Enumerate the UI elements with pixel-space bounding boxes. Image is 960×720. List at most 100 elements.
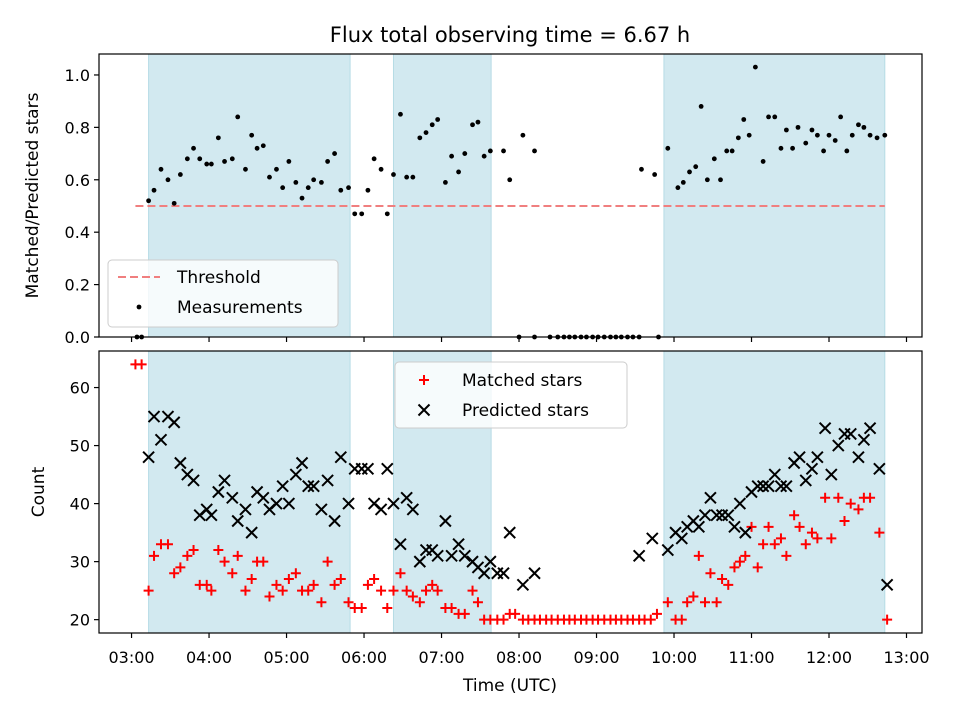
data-point: [826, 132, 832, 138]
data-point: [260, 143, 266, 149]
data-point: [639, 166, 644, 172]
data-point-predicted: [528, 567, 541, 580]
data-point: [319, 179, 324, 185]
data-point-matched: [688, 591, 699, 602]
data-point: [718, 177, 723, 183]
y-axis-label: Matched/Predicted stars: [23, 92, 43, 298]
data-point-predicted: [832, 439, 845, 452]
y-tick-label: 0.6: [65, 171, 90, 190]
data-point: [711, 156, 717, 162]
data-point: [832, 138, 838, 143]
data-point: [371, 156, 377, 162]
data-point-predicted: [187, 474, 200, 487]
data-point-predicted: [302, 479, 315, 493]
data-point-predicted: [218, 474, 231, 487]
data-point-predicted: [147, 410, 161, 423]
data-point-predicted: [799, 474, 812, 487]
data-point: [680, 179, 686, 185]
data-point: [821, 148, 826, 154]
legend-predicted-label: Predicted stars: [462, 401, 589, 421]
data-point-predicted: [880, 578, 894, 592]
data-point-matched: [188, 545, 199, 556]
data-point: [267, 174, 272, 180]
data-point: [856, 122, 861, 128]
data-point: [184, 156, 190, 162]
data-point: [398, 111, 403, 117]
data-point: [704, 177, 710, 183]
data-point-predicted: [762, 479, 775, 493]
data-point-predicted: [334, 450, 347, 464]
data-point-matched: [845, 498, 856, 509]
data-point: [346, 185, 351, 191]
data-point: [760, 159, 766, 164]
axes-frame: [98, 350, 923, 634]
data-point: [795, 124, 801, 130]
data-point-predicted: [751, 479, 764, 493]
data-point: [208, 161, 214, 167]
data-point-matched: [308, 579, 319, 590]
data-point-matched: [746, 521, 757, 532]
data-point-matched: [175, 562, 186, 573]
data-point-predicted: [825, 468, 838, 481]
data-point-predicted: [768, 468, 781, 481]
x-tick-label: 13:00: [883, 648, 929, 667]
data-point: [197, 156, 203, 162]
data-point: [867, 132, 873, 138]
data-point: [475, 119, 481, 125]
data-point: [481, 153, 487, 159]
data-point: [254, 145, 260, 151]
data-point: [849, 132, 855, 138]
data-point-predicted: [844, 427, 857, 441]
data-point-predicted: [381, 462, 394, 475]
data-point-predicted: [756, 479, 770, 493]
data-point-matched: [794, 521, 805, 532]
data-point: [204, 161, 210, 167]
data-point-predicted: [226, 491, 239, 505]
data-point-matched: [676, 614, 687, 625]
data-point: [151, 187, 157, 193]
data-point: [735, 135, 741, 141]
data-point-matched: [356, 603, 367, 614]
data-point-matched: [201, 579, 212, 590]
data-point-matched: [705, 568, 716, 579]
data-point: [844, 148, 850, 154]
data-point-predicted: [484, 555, 497, 568]
data-point: [470, 122, 475, 128]
data-point-matched: [227, 568, 238, 579]
ratio-panel: 0.0 0.2 0.4 0.6 0.8 1.0 Matched/Predicted star…: [23, 53, 923, 347]
data-point-matched: [826, 533, 837, 544]
data-point-matched: [693, 550, 704, 561]
data-point: [501, 148, 506, 154]
data-point-predicted: [276, 479, 289, 493]
data-point: [191, 145, 196, 151]
data-point-predicted: [212, 485, 225, 499]
data-point-matched: [812, 533, 823, 544]
data-point: [687, 169, 692, 175]
data-point-predicted: [342, 497, 355, 510]
data-point: [325, 159, 331, 164]
data-point: [772, 114, 778, 120]
data-point: [783, 127, 789, 133]
data-point-predicted: [710, 509, 723, 522]
data-point-matched: [382, 603, 393, 614]
data-point-predicted: [516, 578, 530, 592]
x-tick-label: 10:00: [651, 648, 697, 667]
data-point: [462, 151, 468, 156]
data-point: [838, 114, 844, 120]
data-point-predicted: [257, 491, 270, 505]
data-point-matched: [258, 556, 269, 567]
data-point-matched: [329, 579, 340, 590]
data-point-predicted: [780, 479, 793, 493]
data-point-matched: [149, 550, 160, 561]
data-point: [507, 177, 513, 183]
data-point-predicted: [315, 503, 328, 516]
y-tick-label: 0.2: [65, 276, 90, 295]
data-point-matched: [763, 521, 774, 532]
data-point-matched: [472, 597, 483, 608]
data-point: [332, 151, 337, 156]
data-point-predicted: [431, 549, 444, 563]
data-point-matched: [865, 492, 876, 503]
data-point-predicted: [857, 433, 871, 446]
data-point: [487, 148, 493, 154]
